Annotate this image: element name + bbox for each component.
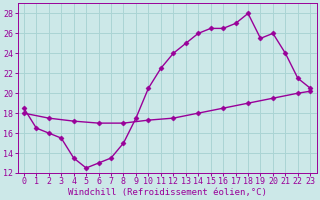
X-axis label: Windchill (Refroidissement éolien,°C): Windchill (Refroidissement éolien,°C) xyxy=(68,188,267,197)
